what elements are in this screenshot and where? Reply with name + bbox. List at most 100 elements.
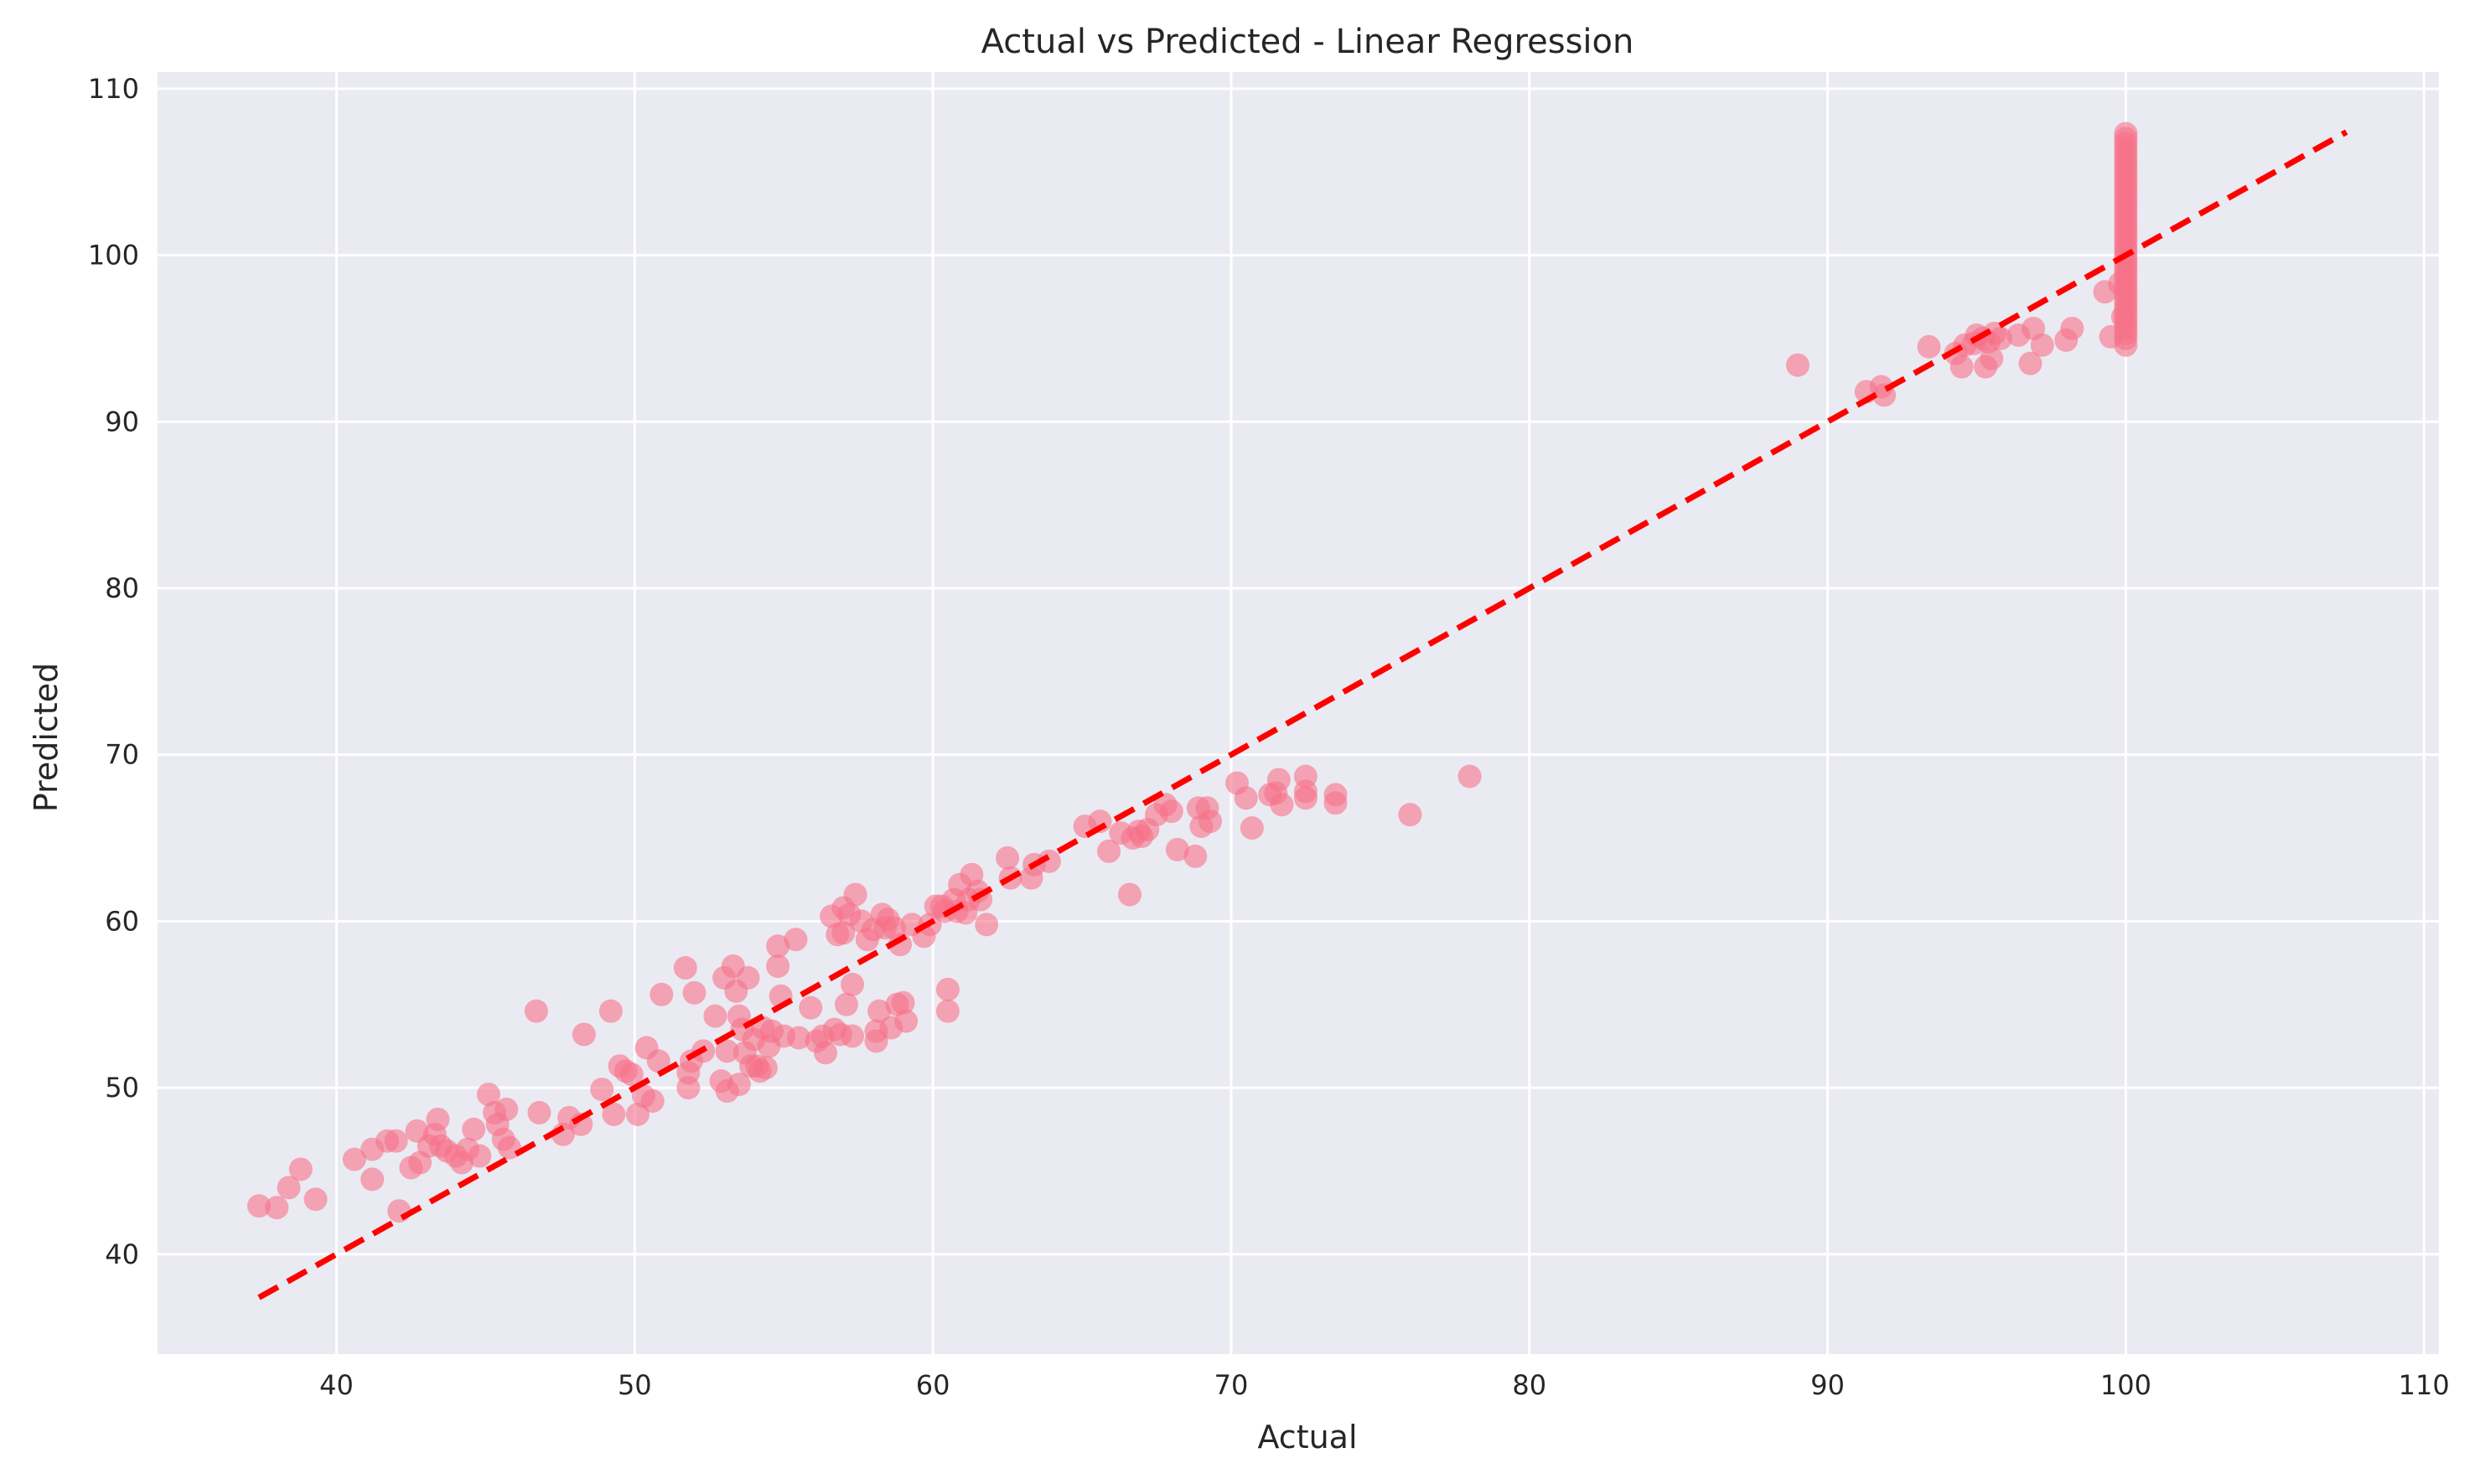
scatter-point: [787, 1026, 811, 1050]
scatter-point: [2018, 351, 2042, 375]
scatter-point: [867, 999, 892, 1023]
scatter-point: [766, 934, 790, 959]
scatter-point: [766, 954, 790, 979]
scatter-point: [841, 1024, 865, 1048]
scatter-point: [288, 1157, 313, 1182]
scatter-point: [1117, 882, 1142, 907]
scatter-point: [843, 882, 867, 907]
scatter-point: [736, 965, 760, 990]
scatter-point: [2060, 317, 2084, 340]
scatter-point: [342, 1147, 366, 1171]
scatter-point: [572, 1022, 596, 1047]
scatter-point: [476, 1083, 500, 1107]
scatter-point: [2030, 333, 2054, 357]
scatter-point: [646, 1049, 670, 1073]
scatter-point: [1266, 768, 1291, 792]
scatter-point: [265, 1196, 289, 1220]
scatter-point: [841, 972, 865, 996]
plot-area: [158, 72, 2439, 1354]
scatter-point: [1270, 793, 1294, 817]
scatter-point: [1165, 837, 1189, 861]
scatter-point: [673, 956, 697, 980]
scatter-point: [891, 990, 915, 1015]
y-tick-label: 80: [105, 572, 139, 604]
y-tick-label: 40: [105, 1238, 139, 1270]
scatter-point: [2114, 122, 2138, 146]
gridlines: [158, 72, 2439, 1354]
scatter-point: [831, 921, 856, 945]
scatter-point: [834, 992, 858, 1016]
x-tick-label: 100: [2100, 1369, 2151, 1401]
y-tick-label: 70: [105, 739, 139, 771]
x-tick-label: 70: [1214, 1369, 1249, 1401]
scatter-point: [1988, 326, 2012, 350]
y-tick-labels: 40 50 60 70 80 90 100 110: [88, 73, 139, 1270]
scatter-point: [1457, 764, 1482, 789]
scatter-point: [468, 1144, 492, 1168]
scatter-point: [277, 1176, 301, 1200]
scatter-point: [303, 1187, 328, 1212]
scatter-point: [1980, 346, 2004, 370]
scatter-point: [1183, 844, 1208, 868]
scatter-point: [676, 1076, 701, 1100]
scatter-point: [784, 928, 808, 952]
scatter-point: [1785, 353, 1809, 377]
y-tick-label: 60: [105, 905, 139, 937]
scatter-point: [753, 1056, 778, 1080]
reference-line: [257, 129, 2348, 1300]
scatter-point: [799, 995, 823, 1020]
scatter-point: [494, 1097, 519, 1121]
scatter-point: [598, 999, 623, 1023]
scatter-point: [703, 1004, 727, 1028]
x-tick-label: 110: [2399, 1369, 2450, 1401]
x-tick-label: 80: [1512, 1369, 1546, 1401]
scatter-point: [1917, 334, 1941, 359]
scatter-point: [1240, 816, 1264, 840]
y-tick-label: 100: [88, 240, 139, 271]
chart-title: Actual vs Predicted - Linear Regression: [981, 23, 1634, 61]
x-tick-label: 40: [319, 1369, 354, 1401]
scatter-point: [935, 977, 960, 1001]
scatter-point: [246, 1194, 271, 1218]
x-axis-label: Actual: [1257, 1419, 1357, 1456]
x-tick-labels: 40 50 60 70 80 90 100 110: [319, 1369, 2450, 1401]
y-tick-label: 90: [105, 406, 139, 437]
scatter-point: [524, 999, 548, 1023]
scatter-point: [1323, 783, 1348, 807]
scatter-point: [1949, 354, 1974, 379]
scatter-point: [727, 1073, 751, 1097]
scatter-point: [426, 1107, 450, 1131]
scatter-point: [590, 1078, 614, 1102]
scatter-point: [619, 1063, 644, 1087]
scatter-point: [975, 913, 999, 937]
y-tick-label: 50: [105, 1072, 139, 1104]
y-axis-label: Predicted: [28, 663, 65, 812]
scatter-point: [650, 982, 674, 1006]
scatter-point: [894, 1009, 919, 1033]
scatter-point: [682, 980, 707, 1005]
scatter-point: [497, 1135, 521, 1160]
scatter-point: [602, 1102, 626, 1126]
scatter-point: [996, 845, 1020, 870]
scatter-point: [1037, 849, 1061, 873]
scatter-point: [1293, 764, 1318, 789]
scatter-point: [1234, 786, 1258, 810]
scatter-point: [384, 1129, 408, 1153]
x-tick-label: 50: [618, 1369, 652, 1401]
x-tick-label: 60: [916, 1369, 950, 1401]
scatter-point: [935, 999, 960, 1023]
scatter-point: [360, 1167, 385, 1192]
scatter-point: [814, 1041, 838, 1065]
scatter-point: [715, 1039, 739, 1063]
x-tick-label: 90: [1810, 1369, 1845, 1401]
scatter-point: [1159, 799, 1183, 824]
scatter-point: [527, 1100, 551, 1125]
scatter-point: [462, 1117, 486, 1141]
scatter-point: [1097, 839, 1121, 863]
scatter-point: [640, 1088, 665, 1113]
scatter-point: [1398, 803, 1422, 827]
y-tick-label: 110: [88, 73, 139, 105]
scatter-point: [1198, 809, 1223, 834]
